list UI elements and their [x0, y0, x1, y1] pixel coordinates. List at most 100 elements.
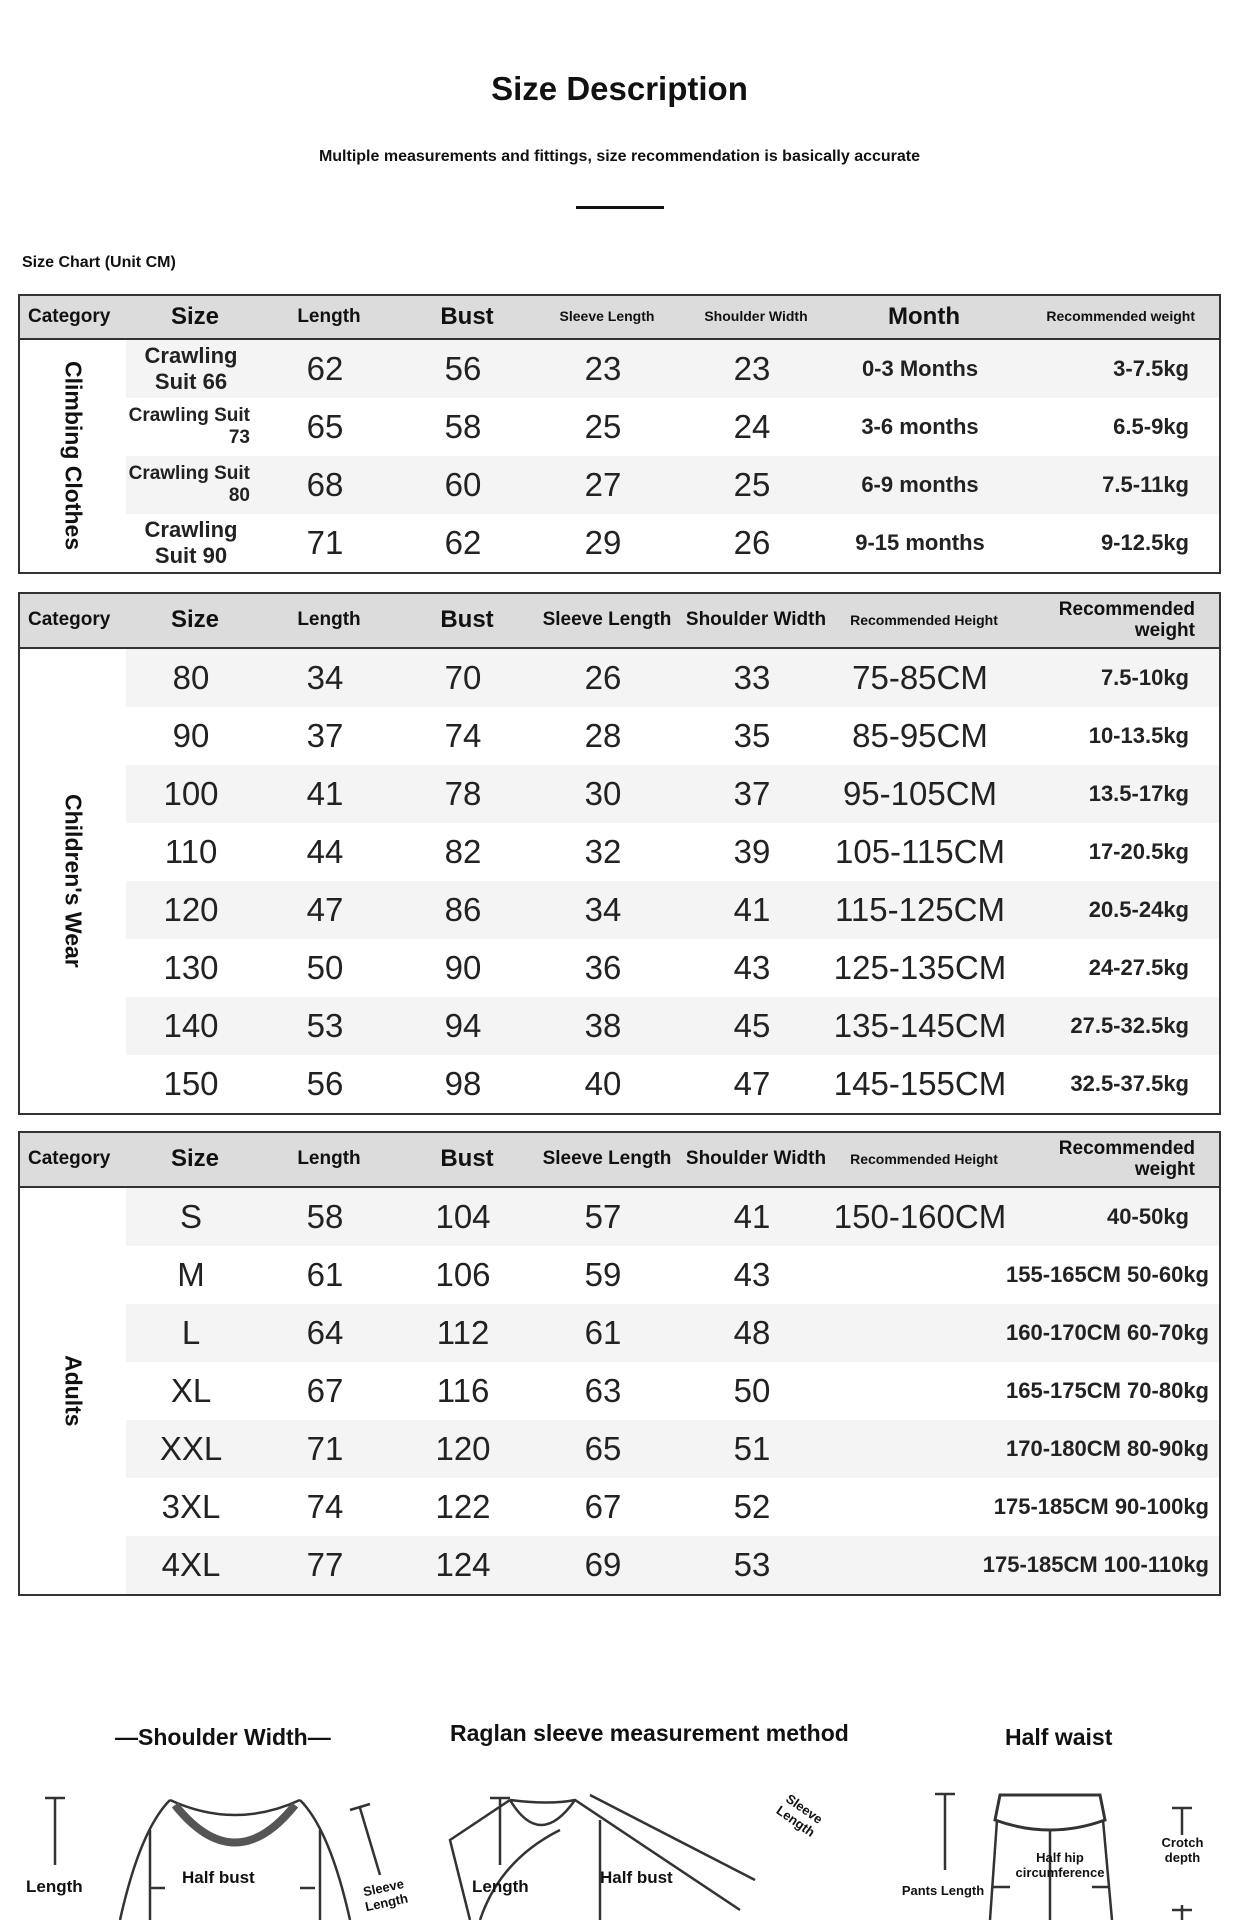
- table-cell: 48: [733, 1314, 771, 1351]
- table-cell: 58: [444, 408, 482, 445]
- table-cell: 170-180CM 80-90kg: [1005, 1436, 1209, 1461]
- header-cell: Shoulder Width: [685, 609, 827, 631]
- pants-length-label: Pants Length: [901, 1883, 985, 1898]
- rows: S 58 104 57 41 150-160CM 40-50kg M 61 106 59 43 155-…: [126, 1188, 1219, 1594]
- header-cell: Size: [170, 1145, 220, 1173]
- header-cell: Recommended weight: [1046, 308, 1195, 325]
- table-cell: 26: [584, 659, 622, 696]
- table-cell: 40: [584, 1065, 622, 1102]
- table-cell: 51: [733, 1430, 771, 1467]
- table-cell: 145-155CM: [833, 1065, 1007, 1102]
- table-cell: 160-170CM 60-70kg: [1005, 1320, 1209, 1345]
- category-cell: Adults: [20, 1188, 126, 1594]
- table-row: 120 47 86 34 41 115-125CM 20.5-24kg: [126, 881, 1219, 939]
- table-cell: 175-185CM 90-100kg: [993, 1494, 1209, 1519]
- divider: [576, 206, 664, 209]
- table-cell: 32: [584, 833, 622, 870]
- header-cell: Sleeve Length: [542, 609, 672, 631]
- table-cell: 52: [733, 1488, 771, 1525]
- table-cell: 24-27.5kg: [1088, 955, 1189, 980]
- header-cell: Shoulder Width: [685, 1148, 827, 1170]
- table-cell: 59: [584, 1256, 622, 1293]
- table-cell: 64: [306, 1314, 344, 1351]
- table-row: 3XL 74 122 67 52 175-185CM 90-100kg: [126, 1478, 1219, 1536]
- table-cell: 63: [584, 1372, 622, 1409]
- table-cell: 36: [584, 949, 622, 986]
- table-cell: 150-160CM: [833, 1198, 1007, 1235]
- garment-sketches: [45, 1792, 1192, 1920]
- table-cell: 35: [733, 717, 771, 754]
- table-cell: 71: [306, 524, 344, 561]
- table-cell: 34: [584, 891, 622, 928]
- table-cell: 3XL: [161, 1488, 221, 1525]
- table-cell: 47: [306, 891, 344, 928]
- page-title: Size Description: [491, 70, 748, 107]
- half-bust-label: Half bust: [182, 1868, 255, 1887]
- table-cell: Crawling Suit 66: [144, 343, 238, 394]
- table-header: Category Size Length Bust Sleeve Length Shoul…: [20, 1133, 1219, 1188]
- table-row: 90 37 74 28 35 85-95CM 10-13.5kg: [126, 707, 1219, 765]
- table-cell: 57: [584, 1198, 622, 1235]
- table-cell: 140: [163, 1007, 219, 1044]
- table-row: XXL 71 120 65 51 170-180CM 80-90kg: [126, 1420, 1219, 1478]
- table-cell: 68: [306, 466, 344, 503]
- table-cell: 7.5-10kg: [1100, 665, 1189, 690]
- table-cell: 3-7.5kg: [1113, 356, 1189, 381]
- table-cell: XXL: [159, 1430, 223, 1467]
- table-cell: 50: [733, 1372, 771, 1409]
- header-cell: Category: [28, 1148, 111, 1170]
- table-cell: 74: [444, 717, 482, 754]
- table-cell: 43: [733, 949, 771, 986]
- table-cell: 80: [172, 659, 210, 696]
- table-cell: 100: [163, 775, 219, 812]
- table-cell: 33: [733, 659, 771, 696]
- table-cell: Crawling Suit 80: [128, 463, 250, 506]
- table-cell: Crawling Suit 73: [128, 405, 250, 448]
- table-cell: 82: [444, 833, 482, 870]
- table-cell: 24: [733, 408, 771, 445]
- table-cell: 60: [444, 466, 482, 503]
- length-label: Length: [26, 1877, 83, 1896]
- category-label: Climbing Clothes: [60, 361, 87, 551]
- rows: Crawling Suit 66 62 56 23 23 0-3 Months 3-7.5k…: [126, 340, 1219, 572]
- table-cell: 26: [733, 524, 771, 561]
- crotch-depth-label: Crotch depth: [1161, 1835, 1204, 1865]
- table-row: 4XL 77 124 69 53 175-185CM 100-110kg: [126, 1536, 1219, 1594]
- header-cell: Length: [297, 609, 361, 631]
- table-cell: 75-85CM: [852, 659, 988, 696]
- table-cell: 47: [733, 1065, 771, 1102]
- childrens-wear-table: Category Size Length Bust Sleeve Length Shoul…: [18, 592, 1221, 1115]
- table-body: Climbing Clothes Crawling Suit 66 62 56 23 23…: [20, 340, 1219, 572]
- table-row: Crawling Suit 73 65 58 25 24 3-6 months 6.5-9k…: [126, 398, 1219, 456]
- header-cell: Recommended weight: [1058, 1137, 1195, 1180]
- table-cell: 62: [444, 524, 482, 561]
- table-cell: 67: [584, 1488, 622, 1525]
- table-cell: 53: [306, 1007, 344, 1044]
- table-cell: 105-115CM: [835, 833, 1005, 870]
- table-cell: 0-3 Months: [861, 356, 979, 381]
- table-cell: 40-50kg: [1107, 1204, 1189, 1229]
- category-label: Children's Wear: [60, 794, 87, 968]
- table-cell: 41: [306, 775, 344, 812]
- table-cell: 124: [435, 1546, 491, 1583]
- table-row: L 64 112 61 48 160-170CM 60-70kg: [126, 1304, 1219, 1362]
- table-cell: 98: [444, 1065, 482, 1102]
- header-cell: Length: [297, 1148, 361, 1170]
- header-cell: Bust: [440, 302, 494, 330]
- header-cell: Category: [28, 609, 111, 631]
- table-cell: 86: [444, 891, 482, 928]
- header-cell: Sleeve Length: [542, 1148, 672, 1170]
- header-cell: Shoulder Width: [704, 308, 808, 325]
- table-cell: 41: [733, 891, 771, 928]
- header-cell: Bust: [440, 1145, 494, 1173]
- header-cell: Recommended Height: [850, 1150, 998, 1167]
- table-cell: 150: [163, 1065, 219, 1102]
- table-cell: 125-135CM: [833, 949, 1007, 986]
- header-cell: Length: [297, 305, 361, 327]
- raglan-length-label: Length: [472, 1877, 529, 1896]
- table-cell: 20.5-24kg: [1088, 897, 1189, 922]
- table-cell: 85-95CM: [852, 717, 988, 754]
- table-cell: 6-9 months: [861, 472, 979, 497]
- table-cell: 120: [435, 1430, 491, 1467]
- raglan-title: Raglan sleeve measurement method: [450, 1720, 849, 1746]
